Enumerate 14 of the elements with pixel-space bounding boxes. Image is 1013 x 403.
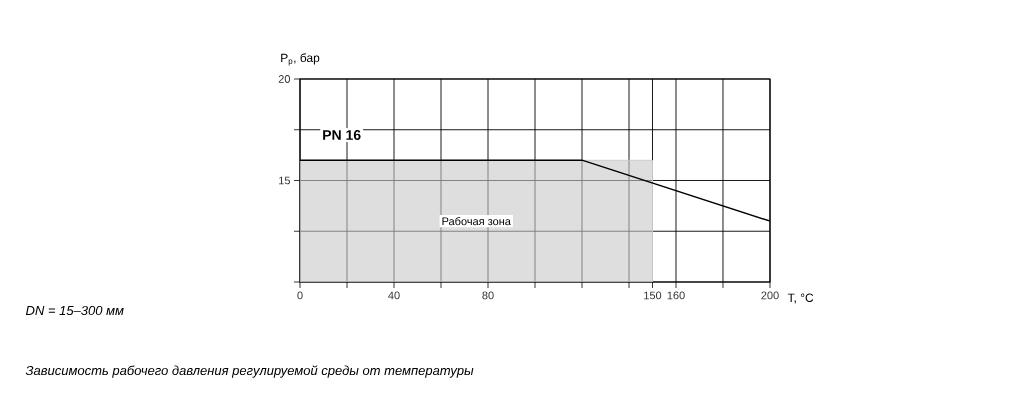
series-label: PN 16 [323, 130, 361, 140]
y-tick-label: 20 [278, 75, 291, 83]
x-tick-label: 40 [388, 291, 400, 300]
series-label: Рабочая зона [442, 217, 511, 226]
x-tick-label: 150 [644, 291, 662, 300]
x-tick-label: 0 [297, 291, 303, 300]
y-tick-label: 15 [279, 176, 290, 185]
text: DN = 15–300 мм [25, 305, 124, 316]
x-axis-title: T, °C [787, 293, 814, 304]
x-tick-label: 200 [761, 291, 779, 300]
text: Зависимость рабочего давления регулируемой среды от температуры [25, 365, 474, 378]
x-tick-label: 80 [482, 291, 494, 300]
x-tick-label: 160 [667, 291, 685, 300]
y-axis-title: P$_{р}$, бар [281, 53, 320, 66]
